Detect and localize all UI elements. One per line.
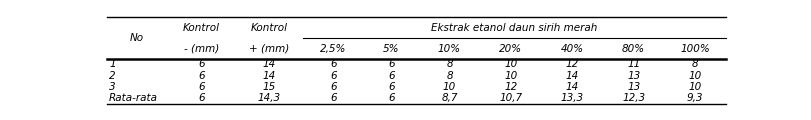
Text: 13: 13 [626, 82, 640, 92]
Text: 6: 6 [198, 71, 204, 81]
Text: Kontrol: Kontrol [251, 23, 287, 33]
Text: 11: 11 [626, 59, 640, 69]
Text: 10,7: 10,7 [499, 93, 521, 103]
Text: 6: 6 [198, 82, 204, 92]
Text: 8: 8 [445, 71, 453, 81]
Text: 12: 12 [504, 82, 517, 92]
Text: 6: 6 [388, 59, 394, 69]
Text: 14,3: 14,3 [257, 93, 281, 103]
Text: Kontrol: Kontrol [183, 23, 220, 33]
Text: 14: 14 [565, 71, 578, 81]
Text: - (mm): - (mm) [184, 44, 219, 54]
Text: 6: 6 [330, 59, 337, 69]
Text: 9,3: 9,3 [686, 93, 702, 103]
Text: 100%: 100% [680, 44, 709, 54]
Text: 80%: 80% [621, 44, 645, 54]
Text: 8,7: 8,7 [440, 93, 457, 103]
Text: 6: 6 [330, 82, 337, 92]
Text: 20%: 20% [499, 44, 521, 54]
Text: 12: 12 [565, 59, 578, 69]
Text: 13: 13 [626, 71, 640, 81]
Text: 6: 6 [388, 93, 394, 103]
Text: 8: 8 [691, 59, 697, 69]
Text: 40%: 40% [560, 44, 583, 54]
Text: 13,3: 13,3 [560, 93, 583, 103]
Text: + (mm): + (mm) [249, 44, 289, 54]
Text: 6: 6 [330, 71, 337, 81]
Text: 6: 6 [388, 71, 394, 81]
Text: Ekstrak etanol daun sirih merah: Ekstrak etanol daun sirih merah [431, 23, 597, 33]
Text: 10: 10 [504, 71, 517, 81]
Text: 10: 10 [688, 71, 701, 81]
Text: 14: 14 [262, 59, 275, 69]
Text: 6: 6 [330, 93, 337, 103]
Text: 14: 14 [565, 82, 578, 92]
Text: 10%: 10% [437, 44, 461, 54]
Text: 2,5%: 2,5% [320, 44, 346, 54]
Text: 5%: 5% [383, 44, 399, 54]
Text: 2: 2 [109, 71, 115, 81]
Text: Rata-rata: Rata-rata [109, 93, 158, 103]
Text: 10: 10 [688, 82, 701, 92]
Text: 12,3: 12,3 [621, 93, 645, 103]
Text: 1: 1 [109, 59, 115, 69]
Text: 15: 15 [262, 82, 275, 92]
Text: 3: 3 [109, 82, 115, 92]
Text: No: No [130, 33, 144, 43]
Text: 10: 10 [442, 82, 456, 92]
Text: 6: 6 [198, 59, 204, 69]
Text: 10: 10 [504, 59, 517, 69]
Text: 14: 14 [262, 71, 275, 81]
Text: 6: 6 [388, 82, 394, 92]
Text: 6: 6 [198, 93, 204, 103]
Text: 8: 8 [445, 59, 453, 69]
